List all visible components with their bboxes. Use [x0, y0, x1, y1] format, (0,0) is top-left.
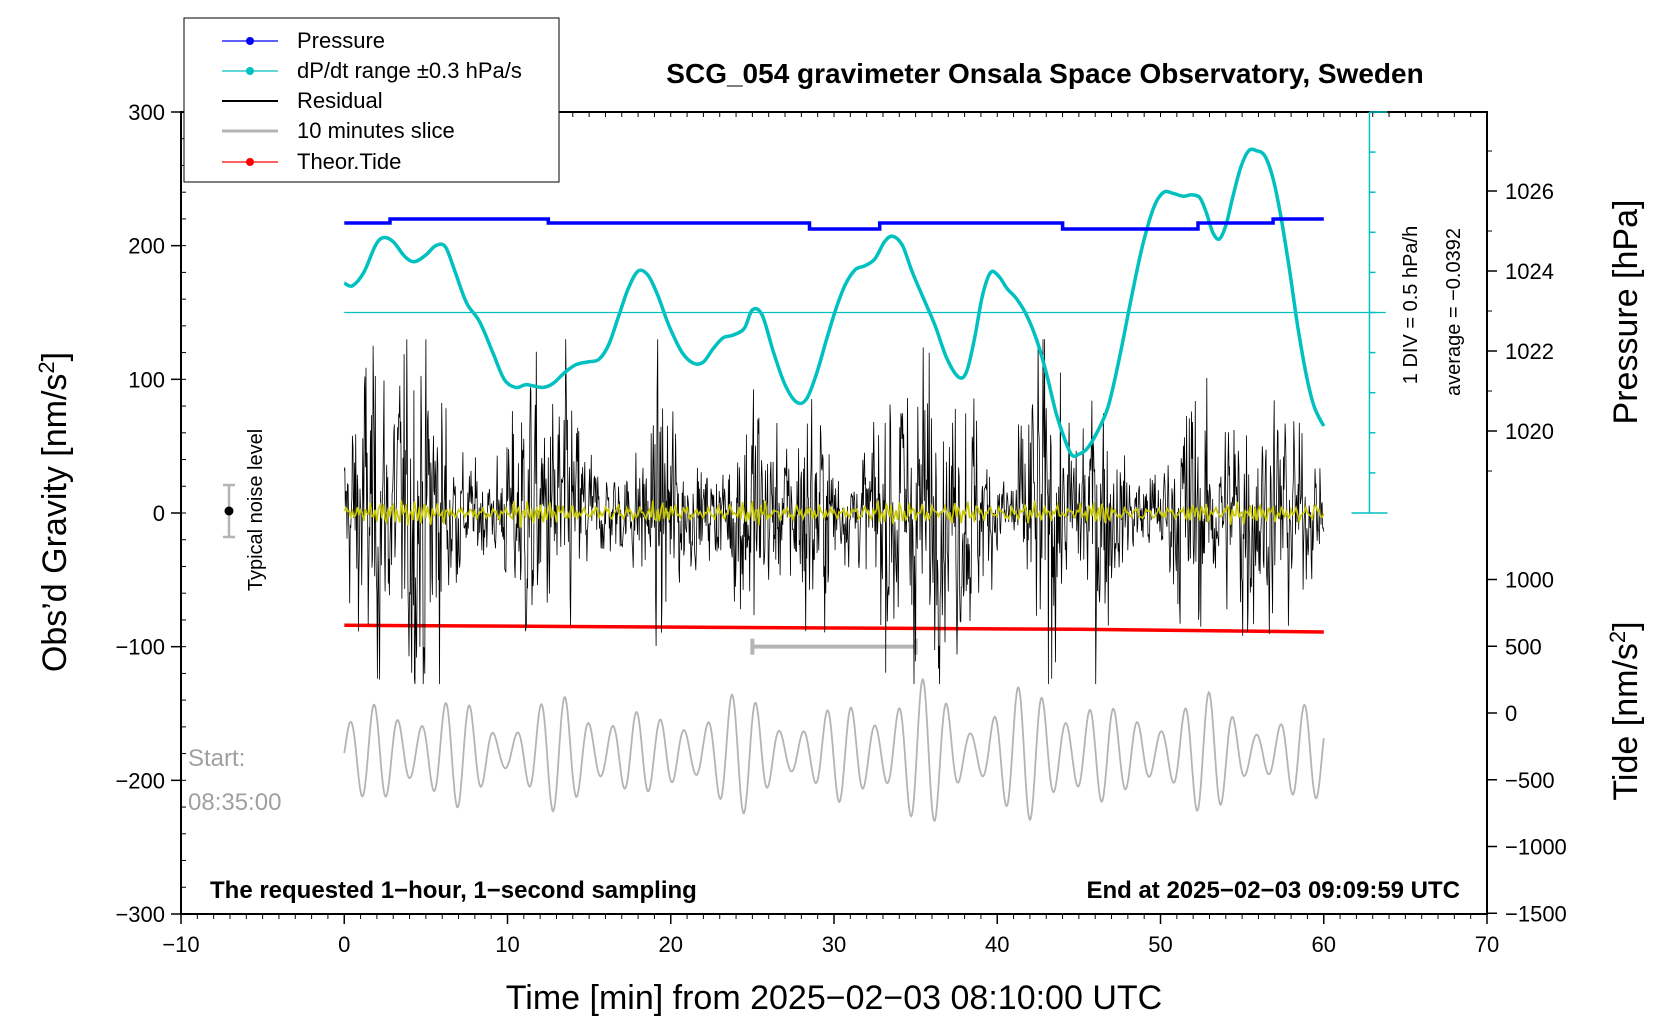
- filtered-line: [343, 500, 1325, 528]
- legend-label-dpdt: dP/dt range ±0.3 hPa/s: [297, 58, 522, 83]
- series-filtered-residual: [343, 500, 1325, 528]
- y-axis-title-left-end: ]: [36, 352, 74, 361]
- legend-entry-dpdt: dP/dt range ±0.3 hPa/s: [222, 58, 522, 83]
- y-tick-label: 0: [153, 501, 165, 526]
- x-tick-label: 50: [1148, 932, 1172, 957]
- pressure-tick-label: 1026: [1505, 179, 1554, 204]
- start-time: 08:35:00: [188, 789, 281, 816]
- slice-line: [343, 677, 1325, 823]
- y-axis-title-left-sup: 2: [34, 361, 59, 373]
- pressure-line: [344, 217, 1324, 231]
- noise-level-label: Typical noise level: [245, 429, 267, 591]
- legend-entry-slice: 10 minutes slice: [222, 118, 455, 143]
- series-dpdt: [343, 147, 1326, 459]
- average-label: average = −0.0392: [1443, 228, 1465, 396]
- x-tick-label: 70: [1475, 932, 1499, 957]
- legend-entry-tide: Theor.Tide: [222, 149, 401, 174]
- y-axis-title-tide-main: Tide [nm/s: [1607, 643, 1645, 800]
- tide-tick-label: 500: [1505, 634, 1542, 659]
- y-tick-label: 100: [128, 367, 165, 392]
- start-label: Start:: [188, 745, 245, 772]
- x-axis-ticks: −10 0 10 20 30 40 50 60 70: [162, 914, 1499, 957]
- dpdt-line: [343, 147, 1326, 459]
- tide-tick-label: −1000: [1505, 835, 1567, 860]
- y-axis-title-pressure: Pressure [hPa]: [1607, 200, 1645, 425]
- legend-marker-dpdt: [246, 67, 254, 75]
- x-tick-label: 10: [495, 932, 519, 957]
- series-pressure: [344, 217, 1324, 231]
- y-tick-label: −200: [115, 768, 165, 793]
- x-tick-label: 60: [1312, 932, 1336, 957]
- tide-tick-label: 0: [1505, 701, 1517, 726]
- y-tick-label: −300: [115, 902, 165, 927]
- y-axis-title-tide: Tide [nm/s2]: [1605, 621, 1646, 800]
- series-residual: [343, 339, 1325, 685]
- y-axis-title-tide-end: ]: [1607, 621, 1645, 630]
- pressure-axis-ticks: 1026 1024 1022 1020: [1486, 112, 1554, 914]
- legend-marker-tide: [246, 158, 254, 166]
- legend-label-pressure: Pressure: [297, 28, 385, 53]
- y-tick-label: −100: [115, 635, 165, 660]
- tide-line: [344, 623, 1324, 634]
- y-tick-label: 300: [128, 100, 165, 125]
- series-ten-minutes-slice: [343, 677, 1325, 823]
- sampling-note: The requested 1−hour, 1−second sampling: [210, 877, 697, 904]
- x-tick-label: −10: [162, 932, 199, 957]
- end-time-note: End at 2025−02−03 09:09:59 UTC: [1086, 877, 1460, 904]
- chart-title: SCG_054 gravimeter Onsala Space Observat…: [666, 58, 1423, 89]
- x-axis-title: Time [min] from 2025−02−03 08:10:00 UTC: [506, 979, 1162, 1017]
- y-axis-title-tide-sup: 2: [1605, 631, 1630, 643]
- y-axis-title-left: Obs’d Gravity [nm/s2]: [34, 352, 75, 672]
- residual-line: [343, 339, 1325, 685]
- noise-level-marker: [223, 483, 235, 539]
- pressure-tick-label: 1020: [1505, 419, 1554, 444]
- tide-axis-ticks: 1000 500 0 −500 −1000 −1500: [1487, 568, 1567, 926]
- x-tick-label: 20: [659, 932, 683, 957]
- dpdt-reference: [344, 111, 1388, 514]
- series-theoretical-tide: [344, 623, 1324, 634]
- div-label: 1 DIV = 0.5 hPa/h: [1400, 226, 1422, 384]
- tide-tick-label: −500: [1505, 768, 1555, 793]
- legend-marker-pressure: [246, 37, 254, 45]
- y-axis-title-left-main: Obs’d Gravity [nm/s: [36, 374, 74, 673]
- legend-entry-pressure: Pressure: [222, 28, 385, 53]
- tide-tick-label: 1000: [1505, 568, 1554, 593]
- legend-label-tide: Theor.Tide: [297, 149, 401, 174]
- tide-tick-label: −1500: [1505, 901, 1567, 926]
- x-tick-label: 30: [822, 932, 846, 957]
- pressure-tick-label: 1024: [1505, 259, 1554, 284]
- noise-level-dot: [224, 506, 234, 516]
- y-tick-label: 200: [128, 234, 165, 259]
- x-tick-label: 0: [338, 932, 350, 957]
- legend-entry-residual: Residual: [222, 88, 383, 113]
- legend: Pressure dP/dt range ±0.3 hPa/s Residual…: [183, 17, 560, 183]
- legend-label-residual: Residual: [297, 88, 383, 113]
- x-tick-label: 40: [985, 932, 1009, 957]
- legend-label-slice: 10 minutes slice: [297, 118, 455, 143]
- pressure-tick-label: 1022: [1505, 339, 1554, 364]
- y-axis-ticks: 300 200 100 0 −100 −200 −300: [115, 100, 181, 927]
